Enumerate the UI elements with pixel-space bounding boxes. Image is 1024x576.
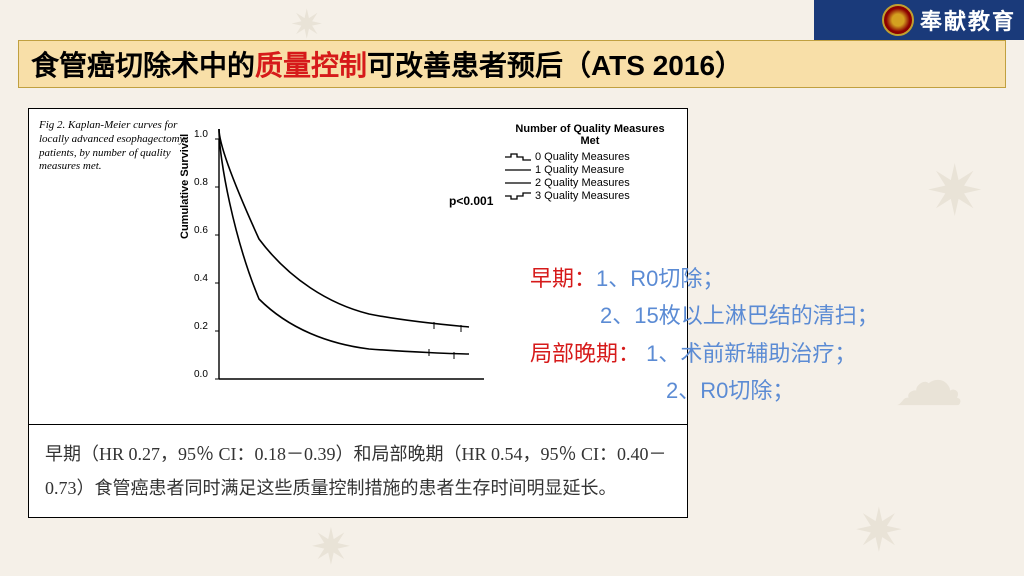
early-item-2: 2、15枚以上淋巴结的清扫； (600, 303, 879, 328)
early-item-1: 1、R0切除； (596, 266, 724, 291)
bg-decoration: ☁ (894, 340, 964, 422)
side-notes: 早期：1、R0切除； 2、15枚以上淋巴结的清扫； 局部晚期： 1、术前新辅助治… (530, 260, 879, 410)
legend-label: 2 Quality Measures (535, 177, 630, 189)
ytick: 0.8 (194, 177, 208, 188)
brand-logo: 奉献教育 (814, 0, 1024, 40)
ytick: 1.0 (194, 129, 208, 140)
late-item-2: 2、R0切除； (666, 378, 794, 403)
slide-title: 食管癌切除术中的质量控制可改善患者预后（ATS 2016） (18, 40, 1006, 88)
figure-caption: Fig 2. Kaplan-Meier curves for locally a… (39, 119, 199, 174)
legend-swatch-icon (505, 151, 531, 163)
late-item-1: 1、术前新辅助治疗； (646, 341, 856, 366)
legend-swatch-icon (505, 190, 531, 202)
ytick: 0.4 (194, 273, 208, 284)
title-highlight: 质量控制 (255, 44, 367, 84)
chart-legend: Number of Quality Measures Met 0 Quality… (505, 123, 675, 203)
bg-decoration: ✷ (310, 518, 352, 576)
legend-label: 3 Quality Measures (535, 190, 630, 202)
ytick: 0.2 (194, 321, 208, 332)
legend-item: 0 Quality Measures (505, 151, 675, 163)
legend-item: 3 Quality Measures (505, 190, 675, 202)
title-post: 可改善患者预后（ATS 2016） (367, 44, 743, 84)
legend-swatch-icon (505, 164, 531, 176)
logo-emblem-icon (882, 4, 914, 36)
title-pre: 食管癌切除术中的 (31, 44, 255, 84)
legend-label: 1 Quality Measure (535, 164, 624, 176)
y-axis-label: Cumulative Survival (179, 134, 191, 239)
ytick: 0.0 (194, 369, 208, 380)
legend-swatch-icon (505, 177, 531, 189)
legend-item: 1 Quality Measure (505, 164, 675, 176)
bg-decoration: ✷ (925, 150, 984, 232)
legend-label: 0 Quality Measures (535, 151, 630, 163)
ytick: 0.6 (194, 225, 208, 236)
early-label: 早期： (530, 266, 596, 291)
legend-item: 2 Quality Measures (505, 177, 675, 189)
brand-text: 奉献教育 (920, 4, 1016, 36)
legend-title: Number of Quality Measures Met (505, 123, 675, 147)
bg-decoration: ✷ (854, 496, 904, 566)
late-label: 局部晚期： (530, 341, 640, 366)
km-chart (209, 119, 489, 399)
figure-bottom-caption: 早期（HR 0.27，95％ CI：0.18－0.39）和局部晚期（HR 0.5… (29, 424, 687, 517)
